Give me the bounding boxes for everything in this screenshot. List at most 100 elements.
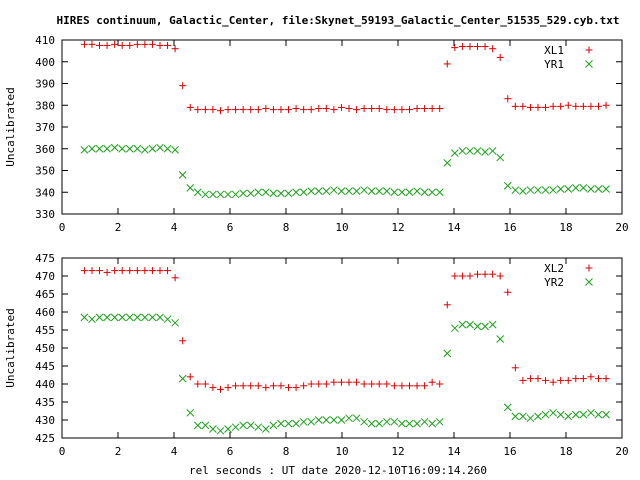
- x-tick-label: 14: [447, 445, 461, 458]
- data-point: [299, 417, 308, 426]
- data-point: [579, 184, 588, 192]
- data-point: [201, 380, 209, 388]
- data-point: [163, 144, 172, 153]
- data-point: [216, 385, 224, 393]
- data-point: [307, 187, 316, 196]
- data-point: [314, 187, 323, 196]
- data-point: [345, 378, 353, 386]
- data-point: [572, 102, 580, 110]
- legend-marker: [585, 46, 593, 54]
- data-point: [277, 189, 285, 198]
- x-tick-label: 6: [227, 221, 234, 234]
- data-point: [103, 268, 111, 276]
- data-point: [428, 378, 436, 386]
- data-point: [269, 421, 278, 430]
- data-point: [420, 417, 429, 426]
- data-point: [496, 335, 505, 343]
- data-point: [511, 364, 519, 372]
- data-point: [262, 384, 270, 392]
- data-point: [103, 144, 111, 153]
- data-point: [443, 349, 452, 358]
- data-point: [519, 376, 527, 384]
- data-point: [360, 417, 368, 426]
- x-tick-label: 6: [227, 445, 234, 458]
- data-point: [602, 101, 610, 109]
- data-point: [436, 105, 444, 113]
- y-tick-label: 465: [35, 288, 55, 301]
- data-point: [261, 188, 270, 197]
- data-point: [269, 382, 277, 390]
- x-tick-label: 16: [503, 445, 516, 458]
- data-point: [571, 410, 580, 419]
- data-point: [307, 417, 316, 426]
- data-point: [594, 375, 602, 383]
- data-point: [322, 187, 331, 196]
- data-point: [367, 187, 376, 196]
- data-point: [526, 186, 535, 194]
- data-point: [111, 40, 119, 48]
- data-point: [405, 419, 414, 428]
- data-point: [572, 375, 580, 383]
- data-point: [186, 184, 195, 192]
- data-point: [254, 188, 263, 197]
- data-point: [466, 43, 474, 51]
- data-point: [156, 267, 164, 275]
- data-point: [148, 313, 157, 322]
- data-point: [148, 40, 156, 48]
- data-point: [360, 105, 368, 113]
- data-point: [133, 313, 142, 322]
- data-point: [125, 144, 134, 153]
- data-point: [352, 187, 361, 196]
- data-point: [579, 375, 587, 383]
- data-point: [330, 416, 338, 424]
- data-point: [261, 425, 270, 433]
- data-point: [322, 416, 331, 424]
- data-point: [353, 106, 361, 114]
- data-point: [571, 184, 580, 192]
- data-point: [458, 272, 466, 280]
- data-point: [337, 378, 345, 386]
- data-point: [413, 419, 421, 428]
- data-point: [474, 43, 482, 51]
- data-point: [239, 106, 247, 114]
- data-point: [353, 378, 361, 386]
- data-point: [193, 421, 202, 430]
- data-point: [133, 40, 141, 48]
- data-point: [88, 267, 96, 275]
- data-point: [360, 380, 368, 388]
- x-tick-label: 10: [335, 221, 348, 234]
- data-point: [126, 267, 134, 275]
- data-point: [254, 382, 262, 390]
- data-point: [489, 45, 497, 53]
- data-point: [164, 267, 172, 275]
- data-point: [179, 82, 187, 90]
- data-point: [141, 313, 149, 322]
- y-tick-label: 390: [35, 78, 55, 91]
- data-point: [564, 101, 572, 109]
- data-point: [209, 106, 217, 114]
- data-point: [103, 41, 111, 49]
- data-point: [398, 382, 406, 390]
- data-point: [511, 412, 520, 421]
- x-tick-label: 8: [283, 221, 290, 234]
- plot-frame: [61, 39, 623, 215]
- data-point: [504, 288, 512, 296]
- data-point: [405, 106, 413, 114]
- data-point: [405, 382, 413, 390]
- legend-label: XL1: [544, 44, 564, 57]
- data-point: [398, 106, 406, 114]
- data-point: [458, 320, 467, 329]
- data-point: [194, 106, 202, 114]
- series-yr2: [80, 313, 610, 435]
- data-point: [269, 106, 277, 114]
- data-point: [209, 384, 217, 392]
- data-point: [179, 337, 187, 345]
- data-point: [549, 408, 557, 417]
- data-point: [496, 153, 505, 162]
- y-tick-label: 450: [35, 342, 55, 355]
- data-point: [337, 416, 346, 424]
- data-point: [450, 149, 459, 157]
- series-yr1: [80, 143, 610, 199]
- data-point: [330, 378, 338, 386]
